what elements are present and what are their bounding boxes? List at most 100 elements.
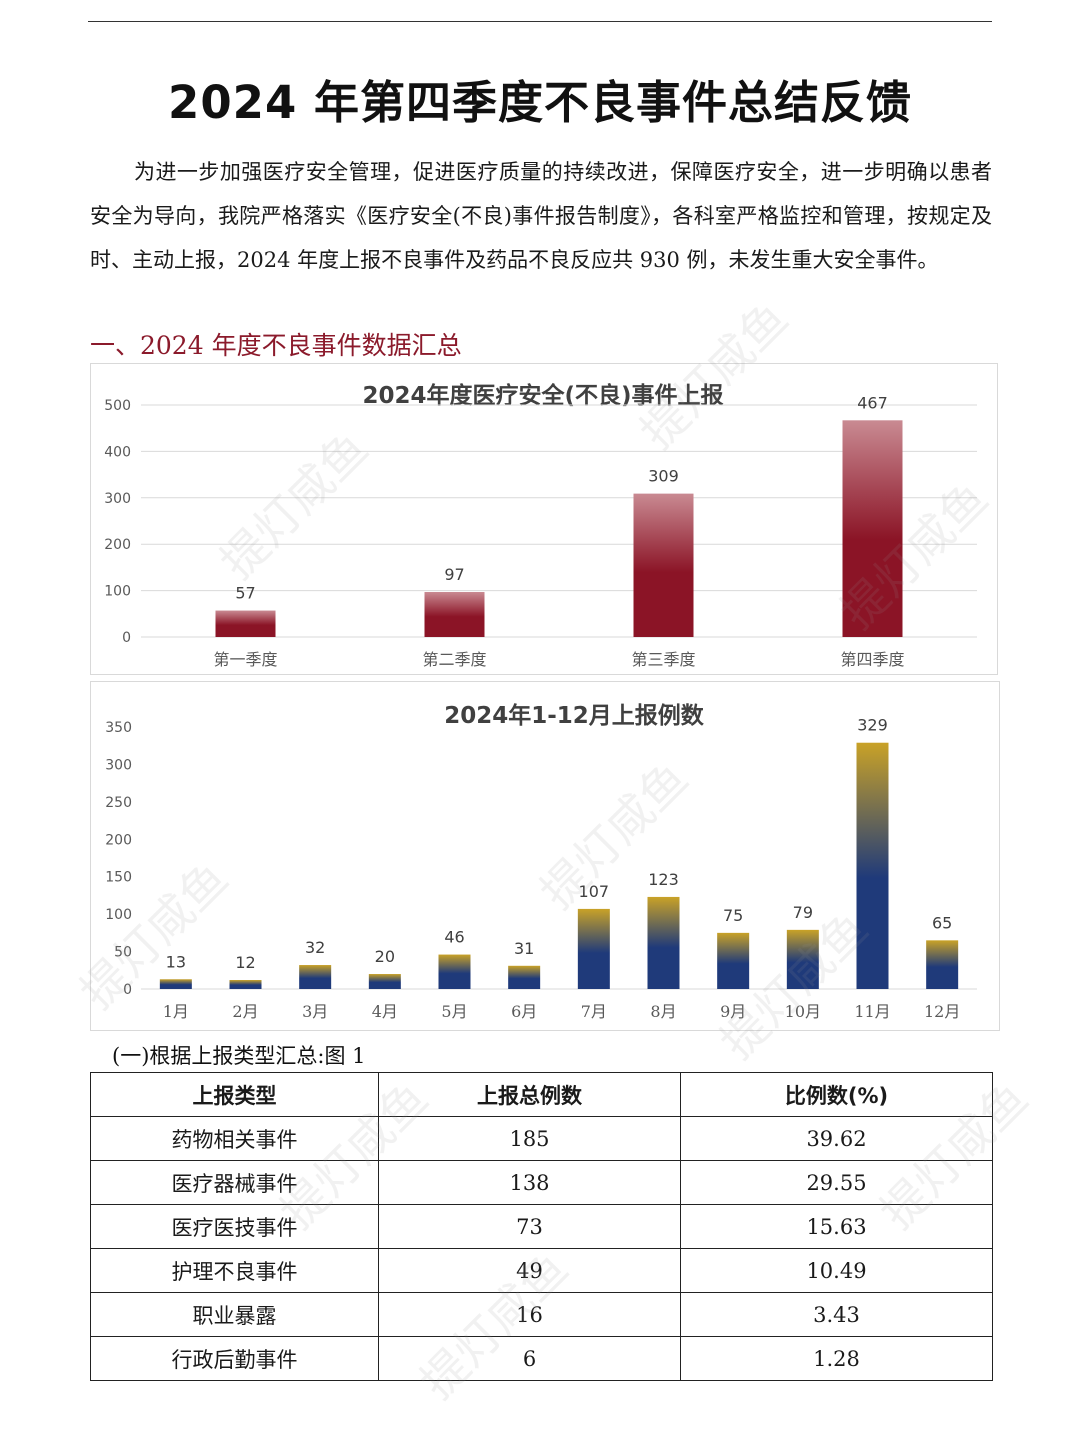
cell-count: 73 bbox=[378, 1204, 681, 1249]
category-label: 5月 bbox=[441, 1002, 467, 1021]
bar bbox=[215, 610, 276, 637]
y-tick-label: 200 bbox=[104, 537, 131, 553]
category-label: 8月 bbox=[650, 1002, 676, 1021]
cell-ratio: 29.55 bbox=[680, 1160, 993, 1205]
category-label: 2月 bbox=[232, 1002, 258, 1021]
cell-type: 药物相关事件 bbox=[90, 1116, 379, 1161]
cell-count: 185 bbox=[378, 1116, 681, 1161]
bar bbox=[508, 965, 541, 989]
intro-paragraph: 为进一步加强医疗安全管理，促进医疗质量的持续改进，保障医疗安全，进一步明确以患者… bbox=[90, 160, 992, 272]
bar bbox=[159, 979, 192, 989]
cell-count: 16 bbox=[378, 1292, 681, 1337]
y-tick-label: 200 bbox=[105, 832, 132, 848]
category-label: 第四季度 bbox=[840, 650, 904, 669]
category-label: 1月 bbox=[163, 1002, 189, 1021]
bar bbox=[299, 965, 332, 989]
category-label: 12月 bbox=[924, 1002, 960, 1021]
cell-type: 行政后勤事件 bbox=[90, 1336, 379, 1381]
section-heading: 一、2024 年度不良事件数据汇总 bbox=[90, 331, 462, 360]
bar bbox=[856, 742, 889, 989]
data-label: 97 bbox=[444, 565, 464, 584]
data-label: 329 bbox=[857, 716, 888, 735]
bar bbox=[424, 591, 485, 637]
y-tick-label: 500 bbox=[104, 398, 131, 414]
top-rule bbox=[88, 21, 992, 22]
data-label: 46 bbox=[444, 928, 464, 947]
data-label: 31 bbox=[514, 939, 534, 958]
data-label: 309 bbox=[648, 467, 679, 486]
table-row: 医疗医技事件 73 15.63 bbox=[90, 1204, 993, 1249]
data-label: 13 bbox=[166, 952, 186, 971]
table-row: 行政后勤事件 6 1.28 bbox=[90, 1336, 993, 1381]
table-header-row: 上报类型 上报总例数 比例数(%) bbox=[90, 1072, 993, 1117]
y-tick-label: 100 bbox=[105, 907, 132, 923]
y-tick-label: 400 bbox=[104, 444, 131, 460]
header-count: 上报总例数 bbox=[378, 1072, 681, 1117]
y-tick-label: 300 bbox=[105, 757, 132, 773]
category-label: 11月 bbox=[854, 1002, 890, 1021]
bar bbox=[577, 908, 610, 989]
y-tick-label: 0 bbox=[123, 982, 132, 998]
cell-ratio: 3.43 bbox=[680, 1292, 993, 1337]
cell-ratio: 10.49 bbox=[680, 1248, 993, 1293]
chart-title: 2024年1-12月上报例数 bbox=[444, 702, 705, 729]
category-label: 9月 bbox=[720, 1002, 746, 1021]
y-tick-label: 300 bbox=[104, 491, 131, 507]
cell-type: 医疗器械事件 bbox=[90, 1160, 379, 1205]
bar bbox=[633, 493, 694, 637]
data-label: 467 bbox=[857, 393, 888, 412]
document-title: 2024 年第四季度不良事件总结反馈 bbox=[168, 76, 912, 129]
category-label: 6月 bbox=[511, 1002, 537, 1021]
category-label: 7月 bbox=[581, 1002, 607, 1021]
header-type: 上报类型 bbox=[90, 1072, 379, 1117]
bar bbox=[786, 929, 819, 989]
table-caption: (一)根据上报类型汇总:图 1 bbox=[112, 1044, 366, 1068]
data-label: 79 bbox=[793, 903, 813, 922]
category-label: 第二季度 bbox=[422, 650, 486, 669]
header-ratio: 比例数(%) bbox=[680, 1072, 993, 1117]
cell-ratio: 39.62 bbox=[680, 1116, 993, 1161]
data-label: 32 bbox=[305, 938, 325, 957]
table-row: 护理不良事件 49 10.49 bbox=[90, 1248, 993, 1293]
bar bbox=[229, 980, 262, 989]
data-label: 12 bbox=[235, 953, 255, 972]
data-label: 123 bbox=[648, 870, 679, 889]
report-type-table: 上报类型 上报总例数 比例数(%) 药物相关事件 185 39.62 医疗器械事… bbox=[90, 1072, 993, 1381]
cell-ratio: 15.63 bbox=[680, 1204, 993, 1249]
monthly-chart-svg: 2024年1-12月上报例数 0 50 100 150 200 250 300 350 13 1月 1… bbox=[105, 702, 977, 1021]
category-label: 4月 bbox=[372, 1002, 398, 1021]
cell-type: 职业暴露 bbox=[90, 1292, 379, 1337]
bar bbox=[438, 954, 471, 989]
quarterly-chart: 2024年度医疗安全(不良)事件上报 0 100 200 300 400 500 57 第一季度… bbox=[90, 363, 998, 675]
cell-count: 49 bbox=[378, 1248, 681, 1293]
monthly-chart: 2024年1-12月上报例数 0 50 100 150 200 250 300 350 13 1月 1… bbox=[90, 681, 1000, 1031]
y-tick-label: 0 bbox=[122, 630, 131, 646]
y-tick-label: 350 bbox=[105, 720, 132, 736]
data-label: 65 bbox=[932, 913, 952, 932]
table-row: 职业暴露 16 3.43 bbox=[90, 1292, 993, 1337]
cell-count: 138 bbox=[378, 1160, 681, 1205]
cell-ratio: 1.28 bbox=[680, 1336, 993, 1381]
cell-type: 护理不良事件 bbox=[90, 1248, 379, 1293]
data-label: 75 bbox=[723, 906, 743, 925]
bar bbox=[842, 420, 903, 637]
bar bbox=[368, 974, 401, 989]
category-label: 3月 bbox=[302, 1002, 328, 1021]
cell-count: 6 bbox=[378, 1336, 681, 1381]
y-tick-label: 250 bbox=[105, 795, 132, 811]
category-label: 第一季度 bbox=[213, 650, 277, 669]
data-label: 20 bbox=[375, 947, 395, 966]
quarterly-chart-svg: 2024年度医疗安全(不良)事件上报010020030040050057第一季度… bbox=[104, 382, 977, 669]
y-tick-label: 150 bbox=[105, 870, 132, 886]
data-label: 57 bbox=[235, 584, 255, 603]
category-label: 10月 bbox=[785, 1002, 821, 1021]
table-row: 医疗器械事件 138 29.55 bbox=[90, 1160, 993, 1205]
category-label: 第三季度 bbox=[631, 650, 695, 669]
y-tick-label: 50 bbox=[114, 945, 132, 961]
cell-type: 医疗医技事件 bbox=[90, 1204, 379, 1249]
table-row: 药物相关事件 185 39.62 bbox=[90, 1116, 993, 1161]
bar bbox=[647, 896, 680, 989]
bar bbox=[926, 940, 959, 989]
data-label: 107 bbox=[579, 882, 610, 901]
bar bbox=[717, 932, 750, 989]
